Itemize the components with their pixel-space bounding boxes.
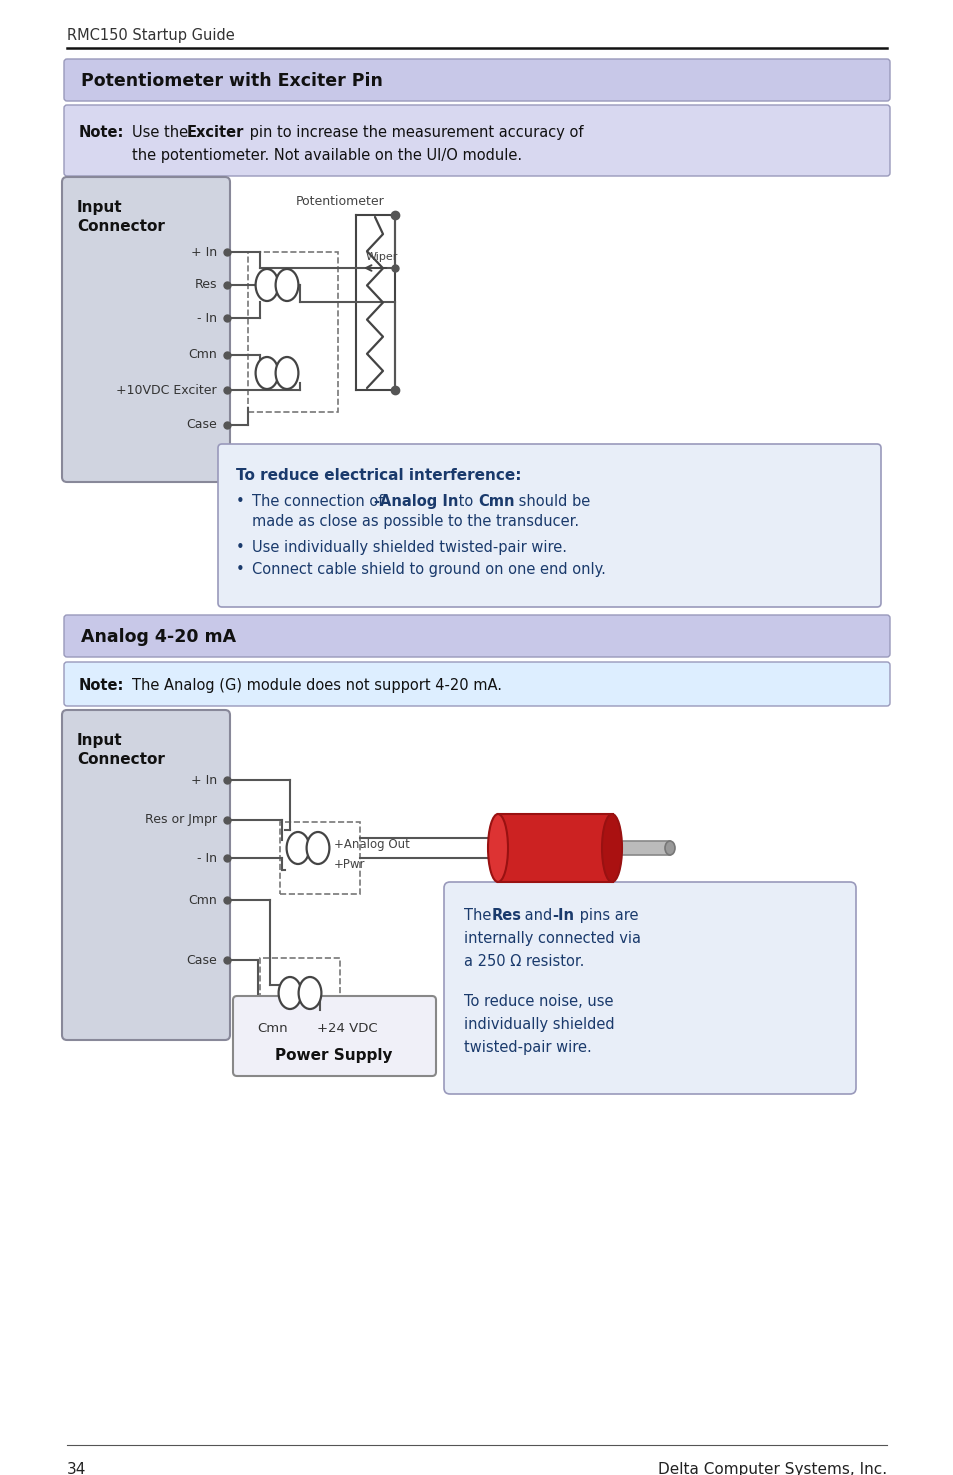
Ellipse shape: [278, 976, 301, 1009]
Bar: [497, 814, 613, 882]
Text: •: •: [235, 494, 245, 509]
Text: Input: Input: [77, 733, 123, 748]
Text: The: The: [463, 909, 496, 923]
Text: - In: - In: [196, 311, 216, 324]
Text: Potentiometer with Exciter Pin: Potentiometer with Exciter Pin: [81, 72, 382, 90]
Text: twisted-pair wire.: twisted-pair wire.: [463, 1040, 591, 1055]
FancyBboxPatch shape: [64, 615, 889, 656]
Bar: [260, 957, 339, 1028]
FancyBboxPatch shape: [62, 177, 230, 482]
FancyBboxPatch shape: [64, 662, 889, 707]
Ellipse shape: [275, 268, 298, 301]
Text: Potentiometer: Potentiometer: [295, 195, 384, 208]
Text: a 250 Ω resistor.: a 250 Ω resistor.: [463, 954, 584, 969]
Text: and: and: [519, 909, 557, 923]
Ellipse shape: [275, 357, 298, 389]
Text: -In: -In: [552, 909, 574, 923]
Text: Cmn: Cmn: [188, 894, 216, 907]
Text: -Analog In: -Analog In: [374, 494, 457, 509]
FancyBboxPatch shape: [64, 105, 889, 176]
FancyBboxPatch shape: [443, 882, 855, 1094]
Ellipse shape: [664, 841, 675, 855]
Text: Connector: Connector: [77, 752, 165, 767]
Text: RMC150 Startup Guide: RMC150 Startup Guide: [67, 28, 234, 43]
Text: The Analog (G) module does not support 4-20 mA.: The Analog (G) module does not support 4…: [132, 678, 501, 693]
Text: + In: + In: [191, 773, 216, 786]
Ellipse shape: [255, 357, 278, 389]
Text: Res: Res: [492, 909, 521, 923]
Text: Wiper: Wiper: [366, 252, 398, 263]
Text: internally connected via: internally connected via: [463, 931, 640, 945]
Text: To reduce noise, use: To reduce noise, use: [463, 994, 613, 1009]
Text: + In: + In: [191, 245, 216, 258]
Text: individually shielded: individually shielded: [463, 1016, 614, 1032]
Text: Analog 4-20 mA: Analog 4-20 mA: [81, 628, 236, 646]
Text: the potentiometer. Not available on the UI/O module.: the potentiometer. Not available on the …: [132, 148, 521, 164]
Text: +Analog Out: +Analog Out: [334, 838, 410, 851]
Text: Res or Jmpr: Res or Jmpr: [145, 814, 216, 826]
Ellipse shape: [255, 268, 278, 301]
Ellipse shape: [286, 832, 309, 864]
Text: To reduce electrical interference:: To reduce electrical interference:: [235, 468, 521, 482]
Text: Res: Res: [194, 279, 216, 292]
Text: •: •: [235, 562, 245, 577]
Bar: [280, 822, 359, 894]
Text: +24 VDC: +24 VDC: [316, 1022, 377, 1035]
Text: should be: should be: [514, 494, 590, 509]
Text: +10VDC Exciter: +10VDC Exciter: [116, 384, 216, 397]
Bar: [621, 841, 669, 855]
Text: pin to increase the measurement accuracy of: pin to increase the measurement accuracy…: [245, 125, 583, 140]
Text: Note:: Note:: [79, 678, 124, 693]
Ellipse shape: [298, 976, 321, 1009]
Text: +Pwr: +Pwr: [334, 858, 365, 872]
FancyBboxPatch shape: [64, 59, 889, 100]
Text: Power Supply: Power Supply: [275, 1049, 393, 1063]
Text: Cmn: Cmn: [477, 494, 514, 509]
Text: Use individually shielded twisted-pair wire.: Use individually shielded twisted-pair w…: [252, 540, 566, 555]
Text: Input: Input: [77, 201, 123, 215]
FancyBboxPatch shape: [62, 709, 230, 1040]
Text: Note:: Note:: [79, 125, 124, 140]
Text: Connector: Connector: [77, 218, 165, 235]
Text: •: •: [235, 540, 245, 555]
Text: - In: - In: [196, 851, 216, 864]
Ellipse shape: [601, 814, 621, 882]
Text: Use the: Use the: [132, 125, 193, 140]
Text: Cmn: Cmn: [256, 1022, 287, 1035]
Ellipse shape: [306, 832, 329, 864]
Text: Exciter: Exciter: [187, 125, 244, 140]
Text: Connect cable shield to ground on one end only.: Connect cable shield to ground on one en…: [252, 562, 605, 577]
Text: Cmn: Cmn: [188, 348, 216, 361]
Bar: [248, 252, 337, 412]
Text: made as close as possible to the transducer.: made as close as possible to the transdu…: [252, 513, 578, 530]
Text: The connection of: The connection of: [252, 494, 388, 509]
Ellipse shape: [488, 814, 507, 882]
Text: 34: 34: [67, 1462, 87, 1475]
Text: Case: Case: [186, 953, 216, 966]
FancyBboxPatch shape: [218, 444, 880, 608]
FancyBboxPatch shape: [233, 996, 436, 1075]
Text: pins are: pins are: [575, 909, 638, 923]
Text: Case: Case: [186, 419, 216, 432]
Text: Delta Computer Systems, Inc.: Delta Computer Systems, Inc.: [658, 1462, 886, 1475]
Text: to: to: [454, 494, 477, 509]
